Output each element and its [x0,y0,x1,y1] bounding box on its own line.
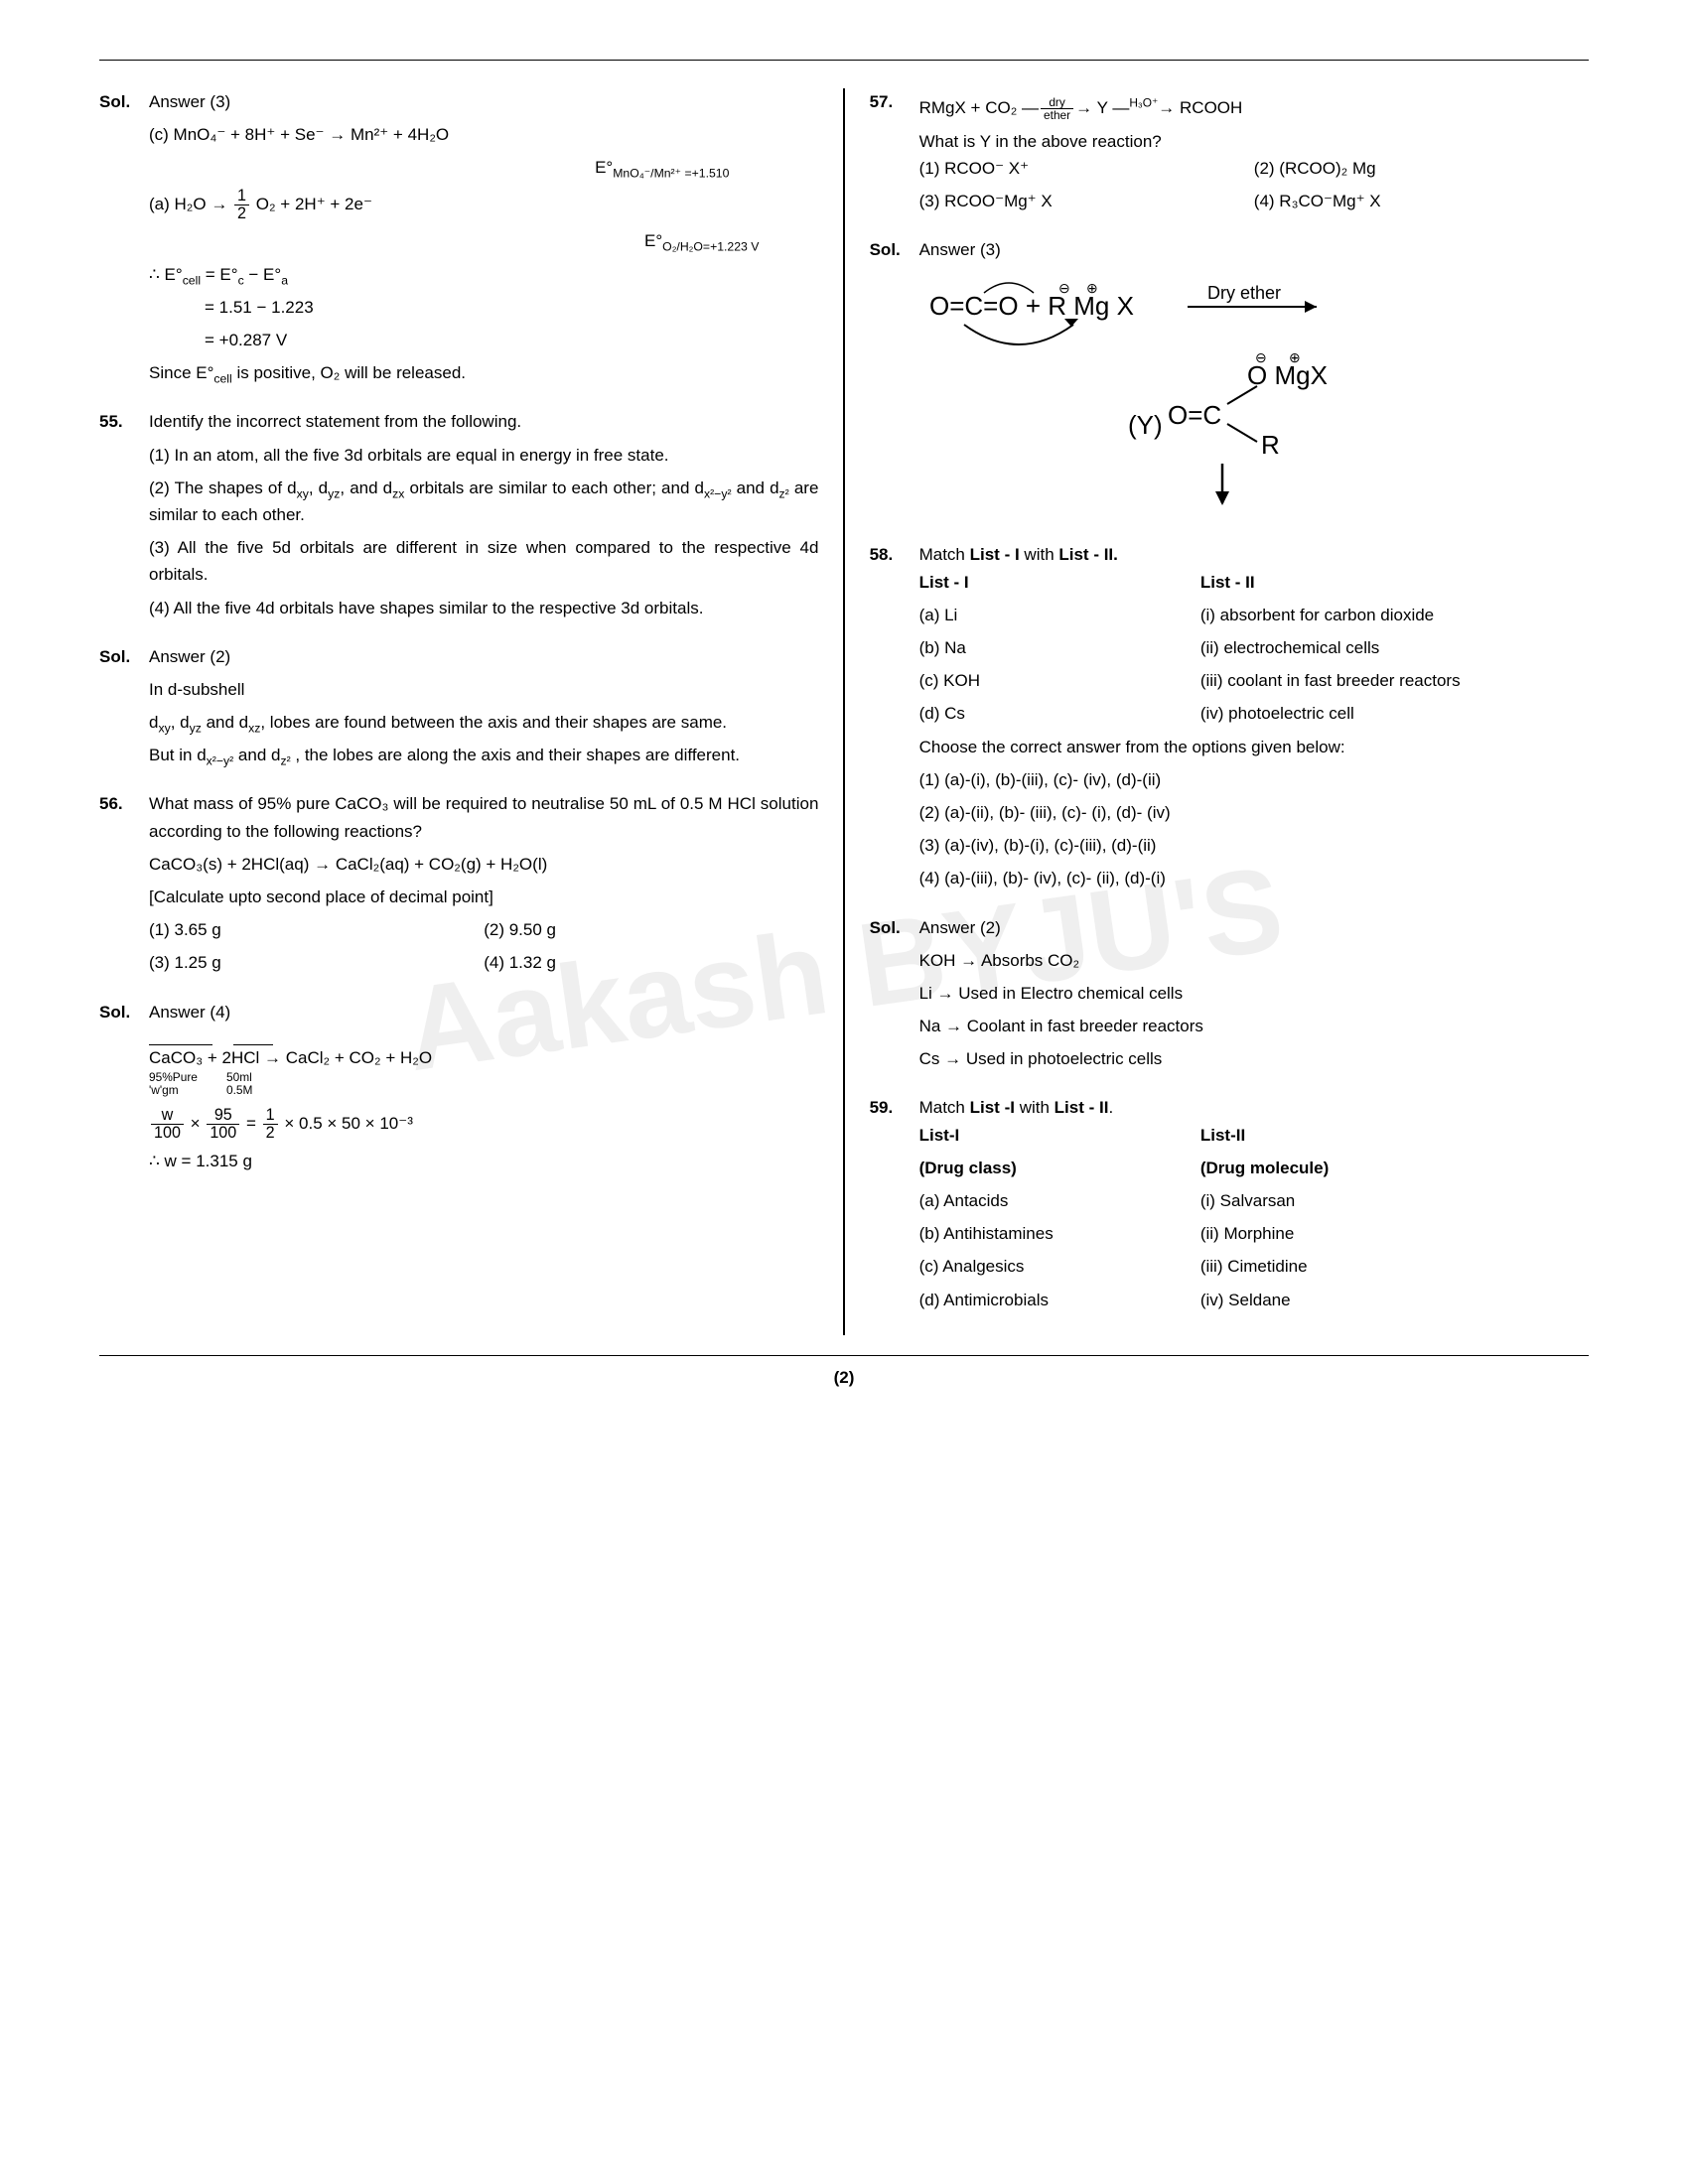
list-headers: List-I List-II [919,1122,1589,1149]
stoich-eq: w100 × 95100 = 12 × 0.5 × 50 × 10⁻³ [149,1107,818,1142]
top-rule [99,60,1589,61]
line-4: Cs → Used in photoelectric cells [919,1045,1589,1072]
svg-text:O=C: O=C [1168,400,1221,430]
choose-text: Choose the correct answer from the optio… [919,734,1589,760]
potential-a: E°O₂/H₂O=+1.223 V [149,227,818,254]
calc-1: = 1.51 − 1.223 [205,294,818,321]
answer-text: Answer (3) [919,236,1589,263]
sol-label: Sol. [99,88,135,115]
match-d: (d) Antimicrobials(iv) Seldane [919,1287,1589,1313]
sol-label: Sol. [870,236,906,263]
list-subheaders: (Drug class) (Drug molecule) [919,1155,1589,1181]
q59: 59. Match List -I with List - II. List-I… [870,1094,1589,1318]
sol-56: Sol. Answer (4) CaCO₃ + 2HCl → CaCl₂ + C… [99,999,818,1181]
opt-1: (1) 3.65 g [149,916,484,943]
list-headers: List - I List - II [919,569,1589,596]
line-3: Na → Coolant in fast breeder reactors [919,1013,1589,1039]
rxn-subs: 95%Pure'w'gm 50ml0.5M [149,1071,818,1097]
match-c: (c) KOH(iii) coolant in fast breeder rea… [919,667,1589,694]
q-number: 57. [870,88,906,115]
opt-2: (2) 9.50 g [484,916,818,943]
q55: 55. Identify the incorrect statement fro… [99,408,818,626]
opt-4: (4) 1.32 g [484,949,818,976]
since-line: Since E°cell is positive, O₂ will be rel… [149,359,818,386]
mechanism-diagram: O=C=O + R Mg X ⊖ ⊕ Dry ether O MgX [929,275,1589,521]
svg-text:⊕: ⊕ [1289,349,1301,365]
opt-1: (1) In an atom, all the five 3d orbitals… [149,442,818,469]
q-number: 56. [99,790,135,817]
line-1: KOH → Absorbs CO₂ [919,947,1589,974]
q-number: 59. [870,1094,906,1121]
answer-text: Answer (2) [919,914,1589,941]
match-a: (a) Li(i) absorbent for carbon dioxide [919,602,1589,628]
opt-2: (2) (a)-(ii), (b)- (iii), (c)- (i), (d)-… [919,799,1589,826]
q-text: What mass of 95% pure CaCO₃ will be requ… [149,790,818,844]
q56: 56. What mass of 95% pure CaCO₃ will be … [99,790,818,982]
answer-text: Answer (4) [149,999,818,1025]
answer-text: Answer (3) [149,88,818,115]
q57: 57. RMgX + CO₂ —dryether→ Y —H₃O⁺→ RCOOH… [870,88,1589,220]
page-number: (2) [99,1364,1589,1391]
rxn: RMgX + CO₂ —dryether→ Y —H₃O⁺→ RCOOH [919,94,1589,122]
sol-label: Sol. [99,643,135,670]
q58: 58. Match List - I with List - II. List … [870,541,1589,897]
opt-3: (3) (a)-(iv), (b)-(i), (c)-(iii), (d)-(i… [919,832,1589,859]
potential-c: E°MnO₄⁻/Mn²⁺ =+1.510 [149,154,818,181]
sol-label: Sol. [99,999,135,1025]
opt-3: (3) All the five 5d orbitals are differe… [149,534,818,588]
svg-text:O=C=O + R Mg X: O=C=O + R Mg X [929,291,1134,321]
left-column: Sol. Answer (3) (c) MnO₄⁻ + 8H⁺ + Se⁻ → … [99,88,843,1335]
sol-57: Sol. Answer (3) O=C=O + R Mg X ⊖ ⊕ [870,236,1589,525]
svg-text:(Y): (Y) [1128,410,1163,440]
sol-label: Sol. [870,914,906,941]
svg-text:Dry ether: Dry ether [1207,283,1281,303]
q-text: Identify the incorrect statement from th… [149,408,818,435]
line-2: dxy, dyz and dxz, lobes are found betwee… [149,709,818,736]
opt-2: (2) The shapes of dxy, dyz, and dzx orbi… [149,475,818,528]
opt-1: (1) RCOO⁻ X⁺ [919,155,1254,182]
bottom-rule [99,1355,1589,1356]
opt-4: (4) (a)-(iii), (b)- (iv), (c)- (ii), (d)… [919,865,1589,891]
opt-4: (4) R₃CO⁻Mg⁺ X [1254,188,1589,214]
line-1: In d-subshell [149,676,818,703]
eq-c: (c) MnO₄⁻ + 8H⁺ + Se⁻ → Mn²⁺ + 4H₂O [149,121,818,148]
answer-text: Answer (2) [149,643,818,670]
q-text: Match List - I with List - II. [919,541,1589,568]
sol-58: Sol. Answer (2) KOH → Absorbs CO₂ Li → U… [870,914,1589,1079]
opt-4: (4) All the five 4d orbitals have shapes… [149,595,818,621]
options: (1) 3.65 g (2) 9.50 g (3) 1.25 g (4) 1.3… [149,916,818,982]
q-text: Match List -I with List - II. [919,1094,1589,1121]
line-2: Li → Used in Electro chemical cells [919,980,1589,1007]
match-c: (c) Analgesics(iii) Cimetidine [919,1253,1589,1280]
svg-text:⊖: ⊖ [1255,349,1267,365]
q-number: 58. [870,541,906,568]
calc-2: = +0.287 V [205,327,818,353]
ecell-eq: ∴ E°cell = E°c − E°a [149,261,818,288]
options: (1) RCOO⁻ X⁺ (2) (RCOO)₂ Mg (3) RCOO⁻Mg⁺… [919,155,1589,220]
sol-55: Sol. Answer (2) In d-subshell dxy, dyz a… [99,643,818,775]
final: ∴ w = 1.315 g [149,1148,818,1174]
q-number: 55. [99,408,135,435]
svg-text:R: R [1261,430,1280,460]
opt-2: (2) (RCOO)₂ Mg [1254,155,1589,182]
opt-3: (3) 1.25 g [149,949,484,976]
opt-3: (3) RCOO⁻Mg⁺ X [919,188,1254,214]
opt-1: (1) (a)-(i), (b)-(iii), (c)- (iv), (d)-(… [919,766,1589,793]
svg-text:⊖: ⊖ [1058,280,1070,296]
match-b: (b) Antihistamines(ii) Morphine [919,1220,1589,1247]
note: [Calculate upto second place of decimal … [149,884,818,910]
match-b: (b) Na(ii) electrochemical cells [919,634,1589,661]
rxn: CaCO₃(s) + 2HCl(aq) → CaCl₂(aq) + CO₂(g)… [149,851,818,878]
match-a: (a) Antacids(i) Salvarsan [919,1187,1589,1214]
match-d: (d) Cs(iv) photoelectric cell [919,700,1589,727]
q-text: What is Y in the above reaction? [919,128,1589,155]
line-3: But in dx²−y² and dz² , the lobes are al… [149,742,818,768]
svg-text:⊕: ⊕ [1086,280,1098,296]
eq-a: (a) H₂O → 12 O₂ + 2H⁺ + 2e⁻ [149,188,818,222]
right-column: 57. RMgX + CO₂ —dryether→ Y —H₃O⁺→ RCOOH… [845,88,1589,1335]
sol-54: Sol. Answer (3) (c) MnO₄⁻ + 8H⁺ + Se⁻ → … [99,88,818,392]
rxn: CaCO₃ + 2HCl → CaCl₂ + CO₂ + H₂O [149,1044,818,1071]
